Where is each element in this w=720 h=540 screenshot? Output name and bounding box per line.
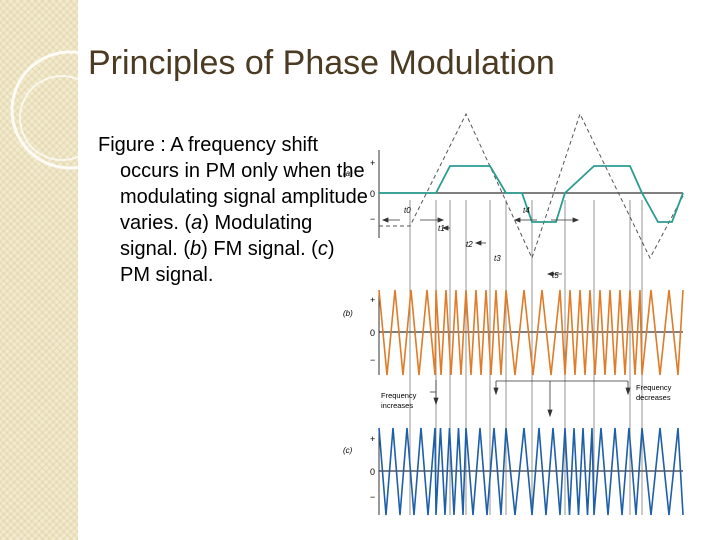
time-label-t1: t1: [438, 224, 445, 233]
panel-label-a: (a): [343, 169, 353, 178]
time-label-t2: t2: [466, 240, 473, 249]
caption-letter-b: b: [190, 238, 202, 260]
modulation-figure: (a) + 0 − (b) + 0 − (c) + 0 − t0 t1 t2 t…: [343, 112, 684, 516]
modulating-signal-wave: [379, 165, 684, 223]
timing-grid-lines: [409, 200, 643, 515]
caption-letter-a: a: [191, 212, 203, 234]
time-label-t4: t4: [523, 206, 530, 215]
minus-a: −: [370, 214, 375, 224]
decorative-circles: [10, 50, 130, 170]
zero-b: 0: [370, 328, 375, 338]
time-markers: [381, 217, 580, 277]
note-frequency-increases-line2: increases: [381, 401, 413, 410]
note-frequency-increases-line1: Frequency: [381, 391, 417, 400]
plus-a: +: [370, 158, 375, 168]
time-label-t5: t5: [552, 271, 559, 280]
triangle-reference-wave: [379, 112, 684, 260]
panel-label-b: (b): [343, 309, 353, 318]
fm-signal-wave: [378, 289, 684, 376]
zero-a: 0: [370, 189, 375, 199]
decorative-sidebar: [0, 0, 78, 540]
panel-label-c: (c): [343, 446, 353, 455]
note-frequency-decreases-line2: decreases: [636, 393, 671, 402]
time-label-t0: t0: [404, 206, 411, 215]
figure-caption: Figure : A frequency shift occurs in PM …: [98, 134, 368, 286]
caption-letter-c: c: [317, 238, 328, 260]
plus-b: +: [370, 295, 375, 305]
frequency-arrows: [430, 380, 631, 418]
pm-signal-wave: [378, 427, 684, 516]
minus-b: −: [370, 355, 375, 365]
time-label-t3: t3: [494, 254, 501, 263]
slide-title: Principles of Phase Modulation: [88, 44, 555, 82]
plus-c: +: [370, 434, 375, 444]
zero-c: 0: [370, 467, 375, 477]
note-frequency-decreases-line1: Frequency: [636, 383, 672, 392]
minus-c: −: [370, 492, 375, 502]
